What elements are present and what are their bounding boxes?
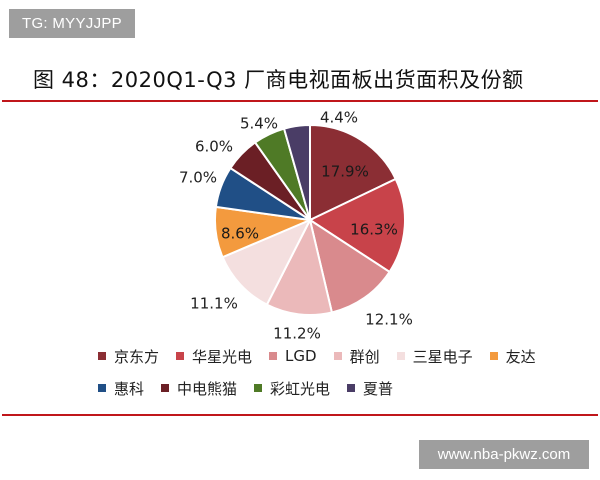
legend-item: 中电熊猫 [161, 377, 237, 399]
pie-slice-5 [221, 218, 313, 306]
pie-chart: 17.9% 16.3% 12.1% 11.2% 11.1% 8.6% 7.0% 6.0% 5.4… [179, 109, 413, 343]
watermark-top: TG: MYYJJPP [9, 9, 135, 38]
slice-label-9: 5.4% [240, 115, 278, 133]
legend-label: 夏普 [363, 379, 394, 398]
legend-item: 三星电子 [396, 345, 473, 367]
legend-swatch [254, 384, 263, 392]
pie-slice-2 [307, 177, 406, 274]
slice-label-10: 4.4% [320, 109, 358, 127]
legend-swatch [489, 352, 498, 360]
legend-label: 彩虹光电 [270, 379, 331, 398]
pie-slice-10 [282, 123, 311, 221]
legend-label: 友达 [505, 347, 536, 366]
legend-item: 彩虹光电 [254, 377, 330, 399]
legend-item: 华星光电 [176, 345, 252, 367]
legend-swatch [269, 352, 278, 360]
chart-legend: 京东方 华星光电 LGD 群创 三星电子 友达惠科 中电熊猫 彩虹光电 夏普 [98, 345, 568, 399]
slice-label-6: 8.6% [221, 225, 259, 243]
legend-swatch [333, 352, 342, 360]
slice-label-3: 12.1% [365, 311, 413, 329]
bottom-divider [2, 414, 598, 416]
legend-label: 中电熊猫 [177, 379, 238, 398]
legend-swatch [98, 352, 106, 360]
figure-title: 图 48：2020Q1-Q3 厂商电视面板出货面积及份额 [33, 68, 524, 92]
watermark-bottom: www.nba-pkwz.com [419, 440, 589, 469]
slice-label-8: 6.0% [195, 138, 233, 156]
legend-swatch [98, 384, 106, 392]
legend-label: 三星电子 [412, 347, 473, 366]
legend-swatch [396, 352, 405, 360]
legend-item: 群创 [333, 345, 380, 367]
legend-item: LGD [269, 345, 317, 367]
legend-label: 群创 [349, 347, 380, 366]
legend-swatch [176, 352, 185, 360]
legend-label: LGD [285, 347, 317, 365]
legend-swatch [347, 384, 356, 392]
slice-label-4: 11.2% [273, 325, 321, 343]
slice-label-2: 16.3% [350, 221, 398, 239]
legend-item: 夏普 [347, 377, 393, 399]
legend-item: 惠科 [98, 377, 144, 399]
pie-slice-4 [265, 217, 334, 316]
legend-label: 华星光电 [192, 347, 253, 366]
legend-item: 友达 [489, 345, 536, 367]
slice-label-1: 17.9% [321, 163, 369, 181]
legend-label: 惠科 [114, 379, 145, 398]
top-divider [2, 100, 598, 102]
slice-label-7: 7.0% [179, 169, 217, 187]
slice-label-5: 11.1% [190, 295, 238, 313]
pie-slice-3 [308, 217, 391, 314]
legend-swatch [161, 384, 170, 392]
legend-label: 京东方 [114, 347, 160, 366]
pie-slice-1 [309, 123, 398, 222]
legend-item: 京东方 [98, 345, 159, 367]
